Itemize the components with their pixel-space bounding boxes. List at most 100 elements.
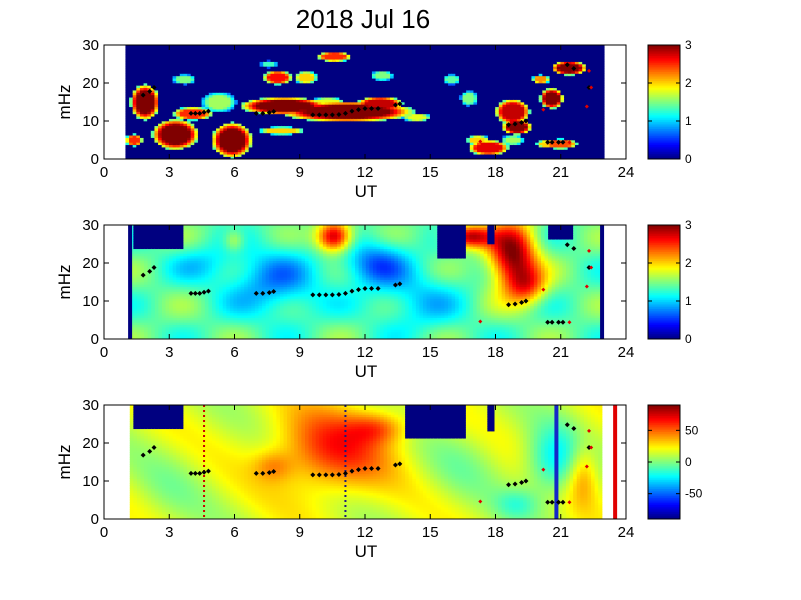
heatmap-cell bbox=[306, 139, 311, 143]
heatmap-cell bbox=[259, 101, 264, 105]
heatmap-cell bbox=[404, 127, 409, 131]
heatmap-cell bbox=[466, 66, 471, 70]
heatmap-cell bbox=[223, 134, 228, 138]
heatmap-cell bbox=[422, 80, 427, 84]
heatmap-cell bbox=[205, 54, 210, 58]
heatmap-cell bbox=[317, 139, 322, 143]
heatmap-cell bbox=[168, 108, 174, 112]
heatmap-cell bbox=[303, 63, 308, 67]
heatmap-cell bbox=[303, 132, 308, 136]
heatmap-cell bbox=[237, 75, 243, 79]
heatmap-cell bbox=[226, 142, 232, 146]
heatmap-cell bbox=[317, 85, 322, 89]
heatmap-cell bbox=[386, 47, 391, 51]
heatmap-cell bbox=[342, 123, 348, 127]
heatmap-cell bbox=[147, 54, 152, 58]
heatmap-cell bbox=[466, 120, 471, 124]
heatmap-cell bbox=[208, 113, 214, 117]
heatmap-cell bbox=[136, 113, 141, 117]
heatmap-cell bbox=[252, 120, 257, 124]
heatmap-cell bbox=[350, 106, 355, 110]
heatmap-cell bbox=[353, 94, 359, 98]
heatmap-cell bbox=[429, 146, 435, 150]
heatmap-cell bbox=[187, 146, 192, 150]
heatmap-cell bbox=[422, 101, 427, 105]
heatmap-cell bbox=[168, 85, 174, 89]
heatmap-cell bbox=[368, 51, 373, 55]
heatmap-cell bbox=[230, 51, 235, 55]
heatmap-cell bbox=[136, 56, 141, 60]
heatmap-cell bbox=[172, 77, 177, 81]
heatmap-cell bbox=[404, 132, 409, 136]
heatmap-cell bbox=[346, 87, 351, 91]
heatmap-cell bbox=[216, 113, 221, 117]
heatmap-cell bbox=[361, 63, 366, 67]
heatmap-cell bbox=[154, 120, 159, 124]
heatmap-cell bbox=[299, 132, 304, 136]
heatmap-cell bbox=[433, 96, 438, 100]
heatmap-cell bbox=[132, 80, 137, 84]
heatmap-cell bbox=[237, 127, 243, 131]
heatmap-cell bbox=[223, 146, 228, 150]
heatmap-cell bbox=[415, 54, 420, 58]
heatmap-cell bbox=[310, 99, 315, 103]
heatmap-cell bbox=[462, 47, 467, 51]
heatmap-cell bbox=[393, 120, 398, 124]
heatmap-cell bbox=[375, 70, 380, 74]
heatmap-cell bbox=[422, 132, 427, 136]
heatmap-cell bbox=[208, 63, 214, 67]
heatmap-cell bbox=[451, 106, 456, 110]
heatmap-cell bbox=[129, 125, 134, 129]
heatmap-cell bbox=[125, 132, 130, 136]
heatmap-cell bbox=[223, 87, 228, 91]
heatmap-cell bbox=[324, 61, 330, 65]
heatmap-cell bbox=[422, 106, 427, 110]
heatmap-cell bbox=[252, 70, 257, 74]
heatmap-cell bbox=[466, 139, 471, 143]
heatmap-cell bbox=[415, 66, 420, 70]
heatmap-cell bbox=[480, 123, 485, 127]
heatmap-cell bbox=[451, 80, 456, 84]
heatmap-cell bbox=[132, 113, 137, 117]
heatmap-cell bbox=[455, 146, 460, 150]
heatmap-cell bbox=[270, 68, 275, 72]
heatmap-cell bbox=[397, 115, 402, 119]
heatmap-cell bbox=[288, 75, 293, 79]
heatmap-cell bbox=[473, 44, 478, 48]
heatmap-cell bbox=[270, 87, 275, 91]
heatmap-cell bbox=[161, 134, 166, 138]
heatmap-cell bbox=[248, 63, 253, 67]
heatmap-cell bbox=[241, 49, 246, 53]
heatmap-cell bbox=[197, 149, 203, 153]
heatmap-cell bbox=[205, 80, 210, 84]
heatmap-cell bbox=[292, 77, 297, 81]
heatmap-cell bbox=[125, 125, 130, 129]
heatmap-cell bbox=[310, 139, 315, 143]
heatmap-cell bbox=[455, 132, 460, 136]
heatmap-cell bbox=[473, 146, 478, 150]
heatmap-cell bbox=[310, 51, 315, 55]
heatmap-cell bbox=[462, 125, 467, 129]
heatmap-cell bbox=[187, 61, 192, 65]
heatmap-cell bbox=[466, 111, 471, 115]
heatmap-cell bbox=[346, 118, 351, 122]
heatmap-cell bbox=[462, 139, 467, 143]
heatmap-cell bbox=[419, 134, 424, 138]
heatmap-cell bbox=[397, 151, 402, 155]
heatmap-cell bbox=[371, 68, 377, 72]
heatmap-cell bbox=[197, 146, 203, 150]
heatmap-cell bbox=[194, 142, 199, 146]
heatmap-cell bbox=[288, 120, 293, 124]
heatmap-cell bbox=[295, 49, 301, 53]
heatmap-cell bbox=[444, 87, 449, 91]
heatmap-cell bbox=[205, 153, 210, 157]
heatmap-cell bbox=[361, 89, 366, 93]
heatmap-cell bbox=[183, 101, 188, 105]
heatmap-cell bbox=[375, 120, 380, 124]
heatmap-cell bbox=[335, 44, 340, 48]
heatmap-cell bbox=[357, 104, 362, 108]
heatmap-cell bbox=[469, 56, 475, 60]
heatmap-cell bbox=[219, 127, 224, 131]
heatmap-cell bbox=[219, 82, 224, 86]
heatmap-cell bbox=[168, 75, 174, 79]
